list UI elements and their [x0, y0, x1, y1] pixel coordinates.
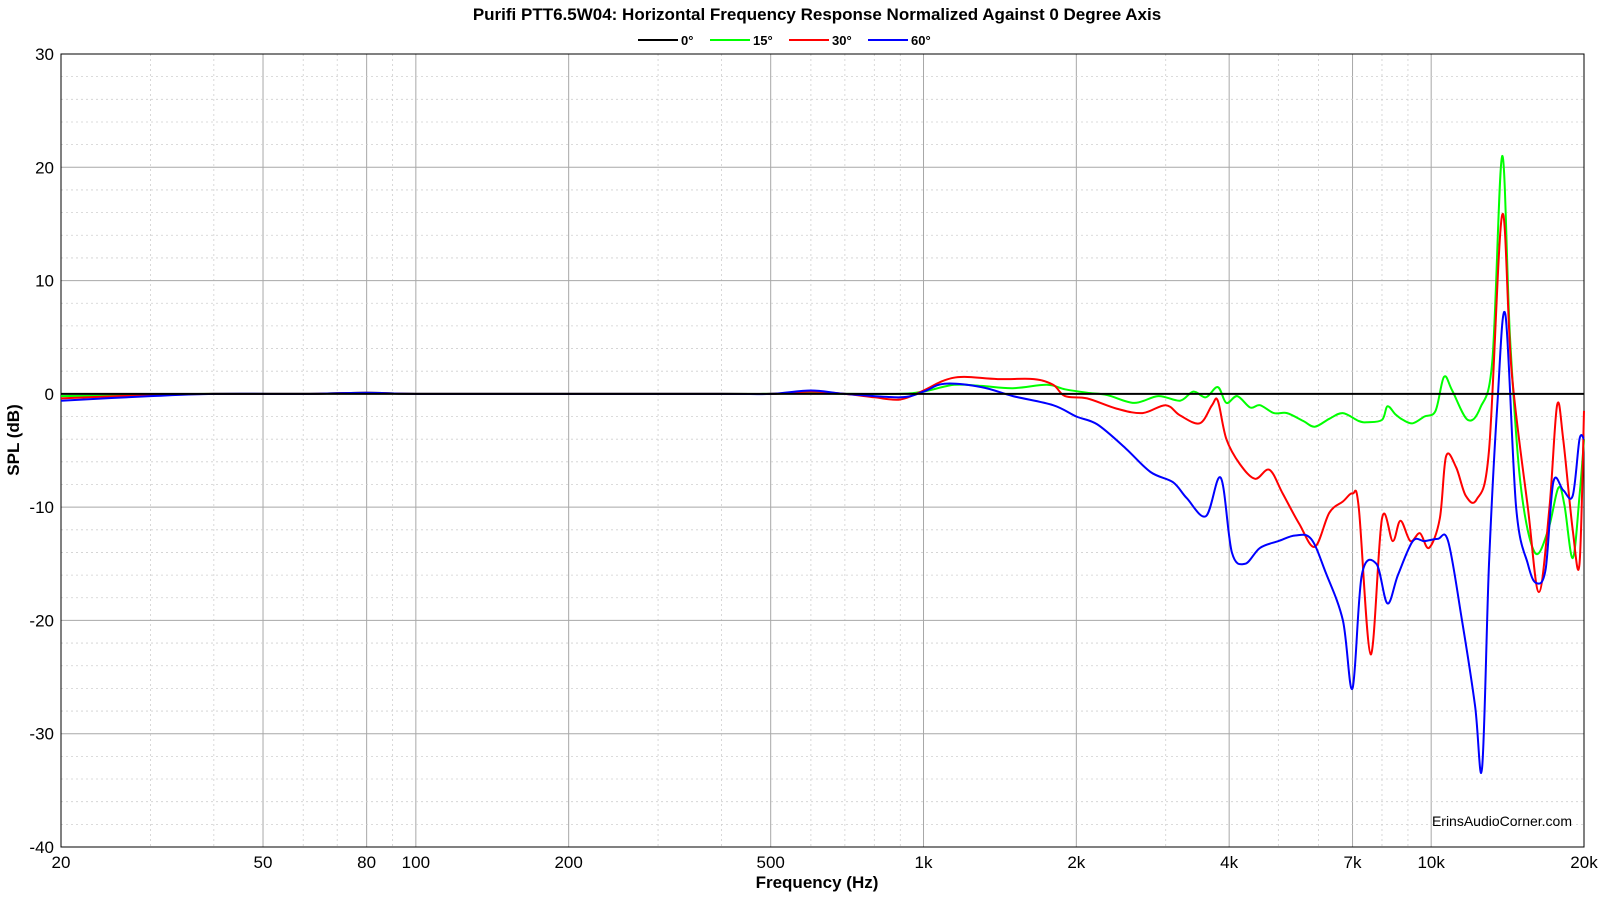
x-tick-label: 20k [1570, 853, 1598, 872]
y-tick-label: 20 [35, 158, 54, 177]
x-tick-label: 10k [1417, 853, 1445, 872]
grid [60, 53, 1585, 848]
watermark: ErinsAudioCorner.com [1432, 813, 1572, 829]
series-layer [60, 154, 1585, 774]
x-tick-label: 50 [254, 853, 273, 872]
y-tick-label: -10 [29, 498, 54, 517]
series-line-1 [60, 154, 1585, 560]
y-tick-label: -30 [29, 725, 54, 744]
y-tick-label: 10 [35, 272, 54, 291]
x-tick-label: 500 [757, 853, 785, 872]
legend: 0° 15° 30° 60° [638, 33, 931, 48]
x-tick-label: 80 [357, 853, 376, 872]
y-tick-label: -20 [29, 611, 54, 630]
legend-label: 15° [753, 33, 773, 48]
x-tick-label: 200 [554, 853, 582, 872]
x-tick-label: 20 [52, 853, 71, 872]
plot-area [60, 53, 1585, 848]
x-tick-label: 2k [1067, 853, 1085, 872]
tick-labels: 20 50 80 100 200 500 1k 2k 4k 7k 10k 20k3020100-10-… [29, 45, 1598, 872]
x-tick-label: 1k [915, 853, 933, 872]
y-tick-label: -40 [29, 838, 54, 857]
x-tick-label: 100 [402, 853, 430, 872]
x-tick-label: 7k [1344, 853, 1362, 872]
y-tick-label: 30 [35, 45, 54, 64]
y-tick-label: 0 [45, 385, 54, 404]
legend-label: 30° [832, 33, 852, 48]
x-tick-label: 4k [1220, 853, 1238, 872]
chart-title: Purifi PTT6.5W04: Horizontal Frequency R… [473, 5, 1161, 24]
legend-label: 0° [681, 33, 693, 48]
legend-label: 60° [911, 33, 931, 48]
x-axis-label: Frequency (Hz) [756, 873, 879, 892]
series-line-2 [60, 213, 1585, 656]
y-axis-label: SPL (dB) [4, 404, 23, 475]
series-line-3 [60, 311, 1585, 774]
